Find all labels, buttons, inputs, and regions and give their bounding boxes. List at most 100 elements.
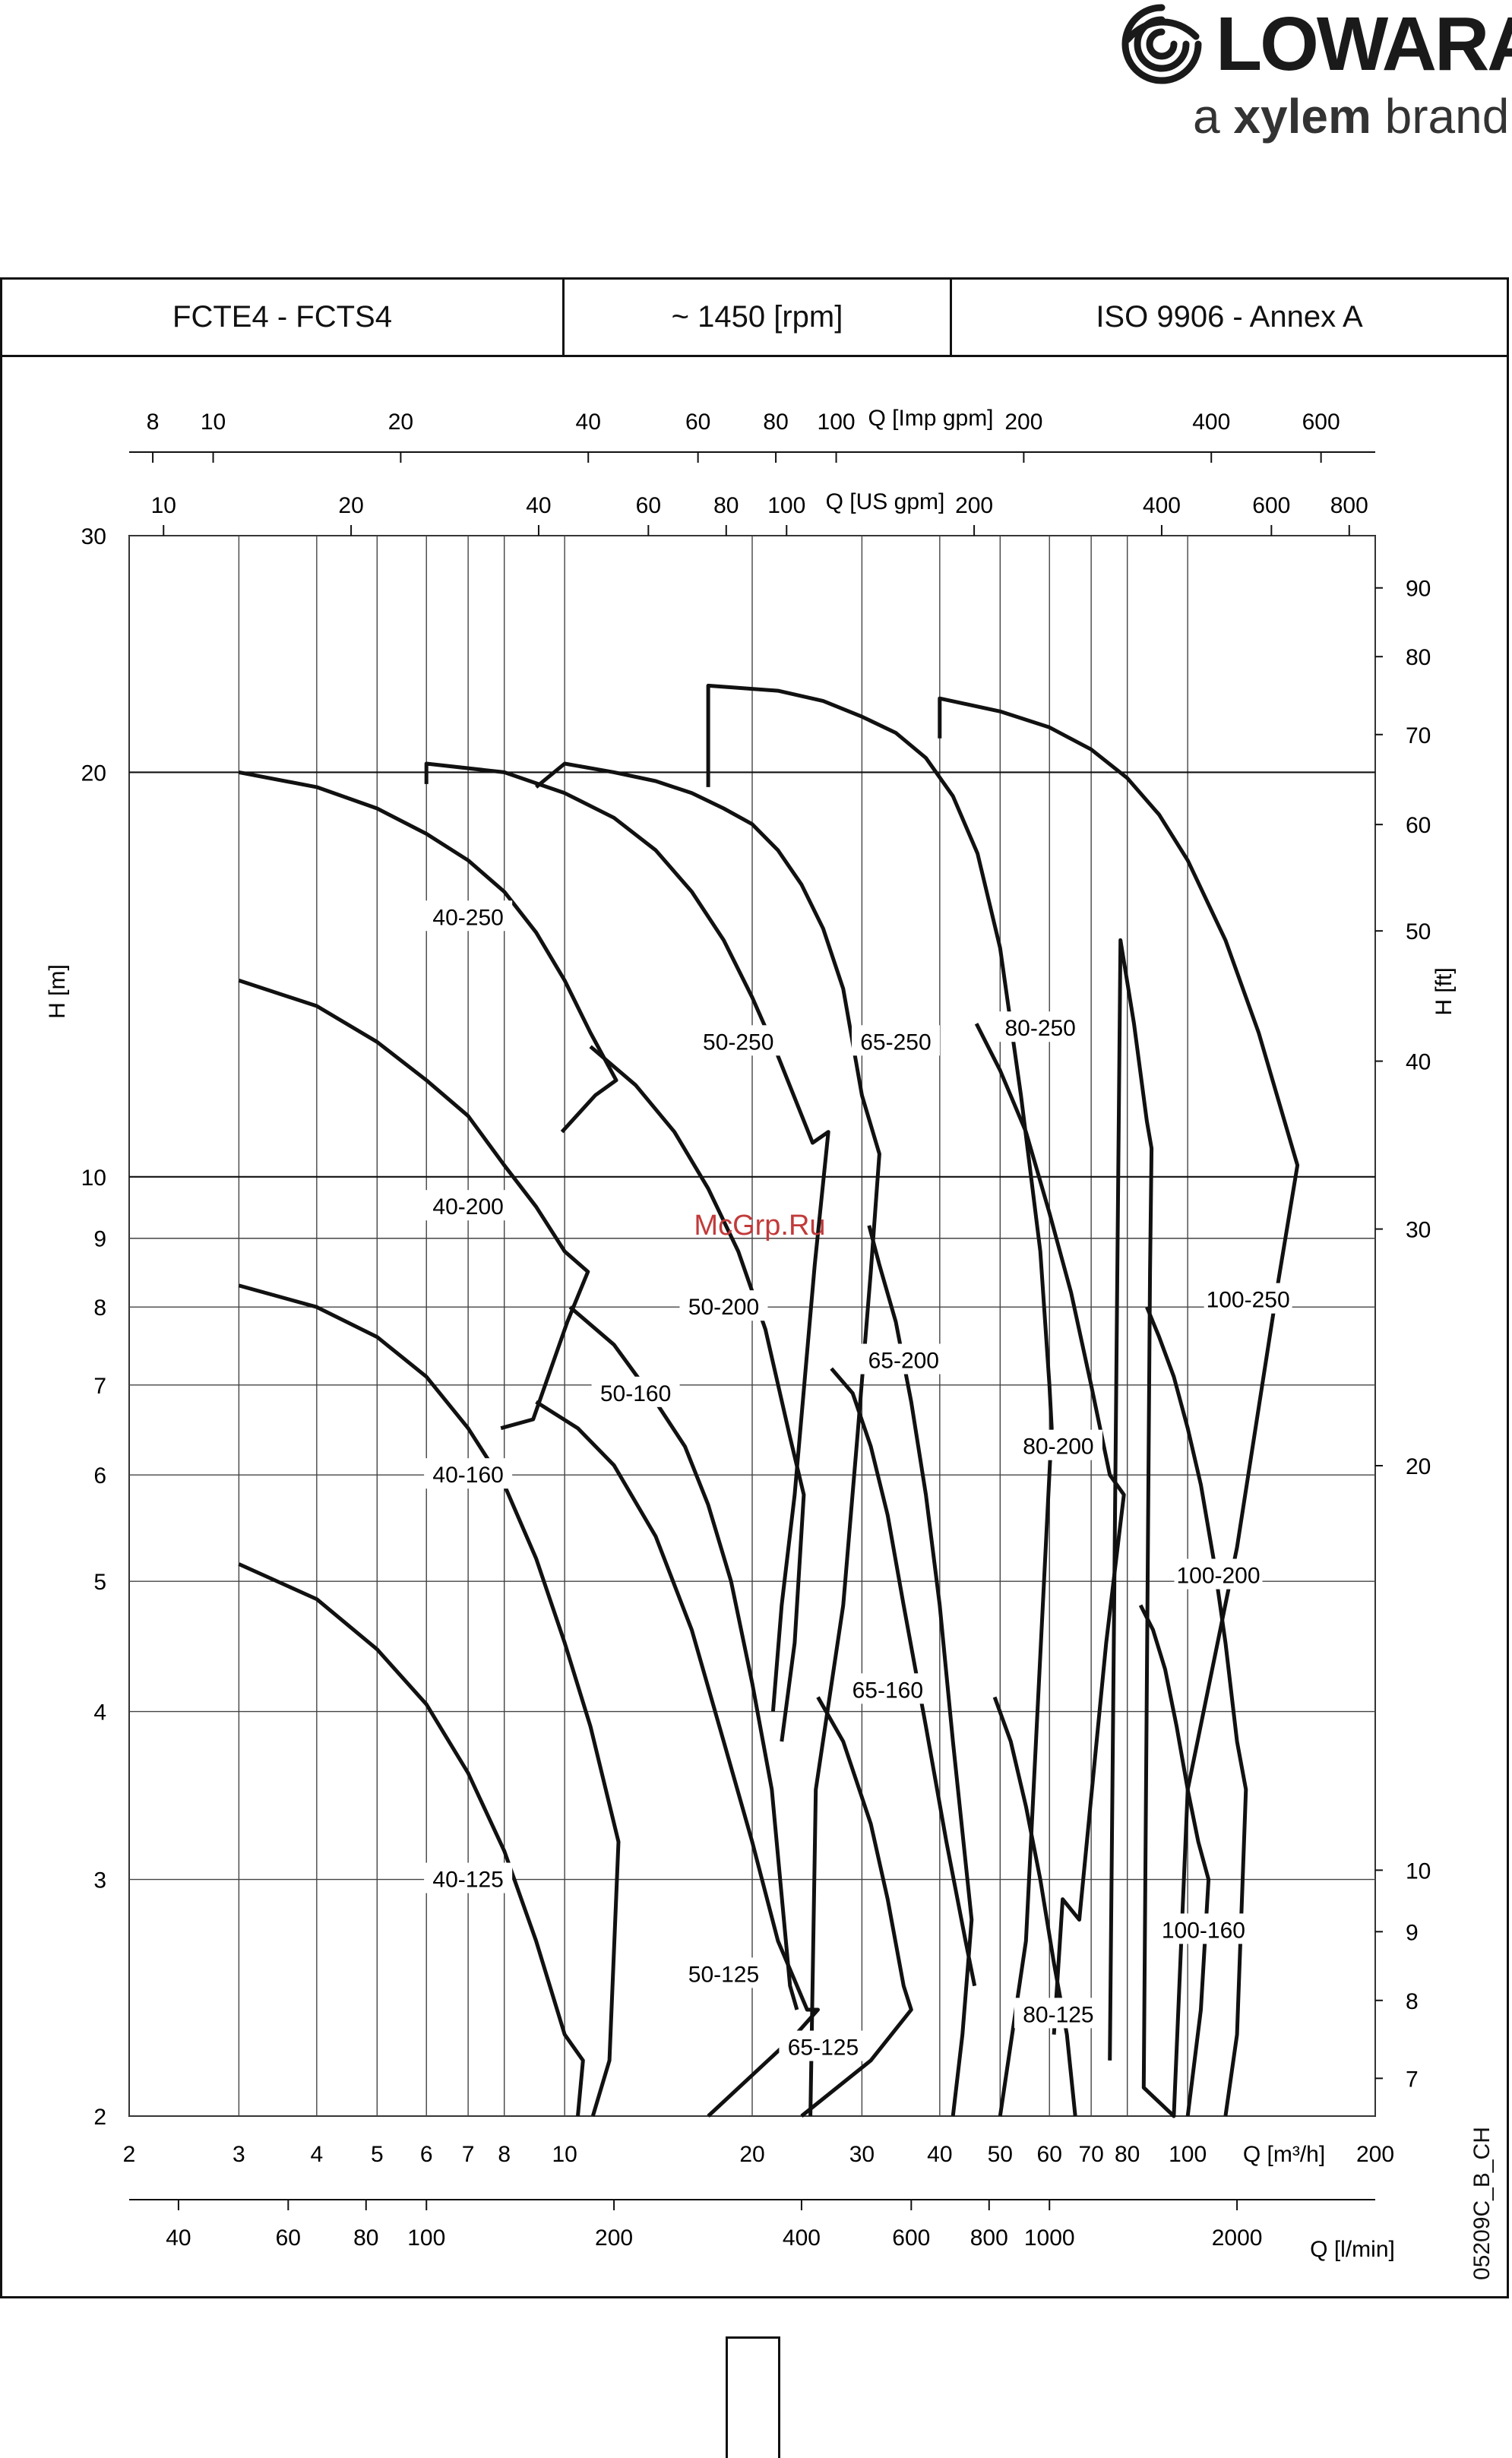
- pump-label-bg: [1159, 1913, 1248, 1944]
- ft-tick-label: 8: [1406, 1989, 1419, 2014]
- x-tick-label: 200: [1356, 2142, 1394, 2167]
- ft-tick-label: 9: [1406, 1920, 1419, 1945]
- pump-curve-65-160: [830, 1367, 977, 1987]
- pump-label-bg: [996, 1011, 1085, 1042]
- ft-tick-label: 50: [1406, 919, 1431, 944]
- lmin-tick-label: 40: [166, 2225, 191, 2251]
- ft-tick-label: 10: [1406, 1859, 1431, 1884]
- lmin-axis-title: Q [l/min]: [1310, 2237, 1395, 2262]
- x-tick-label: 30: [849, 2142, 875, 2167]
- pump-curve-40-125: [238, 1562, 585, 2117]
- y-tick-label: 3: [93, 1868, 106, 1893]
- x-tick-label: 100: [1169, 2142, 1207, 2167]
- y-tick-label: 6: [93, 1463, 106, 1488]
- header-standard: ISO 9906 - Annex A: [952, 280, 1507, 357]
- x-axis-title: Q [m³/h]: [1243, 2142, 1325, 2167]
- x-tick-label: 40: [927, 2142, 952, 2167]
- pump-curve-65-125: [800, 1696, 913, 2118]
- pump-curve-40-200: [238, 979, 590, 1431]
- y-tick-label: 8: [93, 1295, 106, 1321]
- ft-tick-label: 90: [1406, 577, 1431, 602]
- pump-label-40-125: 40-125: [432, 1868, 503, 1893]
- pump-label-50-200: 50-200: [688, 1295, 759, 1320]
- usgpm-tick-label: 800: [1330, 493, 1368, 518]
- usgpm-tick-label: 10: [151, 493, 176, 518]
- y-axis-title: H [m]: [45, 964, 70, 1019]
- pump-curve-100-200: [1145, 1306, 1248, 2117]
- lmin-tick-label: 80: [353, 2225, 378, 2251]
- pump-label-40-200: 40-200: [432, 1194, 503, 1220]
- pump-label-bg: [679, 1290, 768, 1321]
- pump-curve-80-250: [706, 683, 1054, 2117]
- usgpm-axis-title: Q [US gpm]: [826, 489, 945, 514]
- pump-label-bg: [424, 1458, 513, 1489]
- pump-label-bg: [1174, 1558, 1263, 1590]
- pump-label-bg: [694, 1025, 783, 1056]
- pump-label-bg: [779, 2030, 868, 2061]
- page-number-box: [726, 2336, 780, 2458]
- ft-tick-label: 7: [1406, 2067, 1419, 2092]
- ft-tick-label: 70: [1406, 723, 1431, 748]
- pump-label-80-125: 80-125: [1023, 2002, 1093, 2027]
- ft-tick-label: 30: [1406, 1218, 1431, 1243]
- impgpm-tick-label: 100: [818, 410, 856, 435]
- pump-label-bg: [1204, 1283, 1292, 1314]
- y-tick-label: 5: [93, 1570, 106, 1595]
- pump-curve-50-250: [424, 761, 830, 1712]
- lmin-tick-label: 100: [407, 2225, 445, 2251]
- lmin-tick-label: 800: [970, 2225, 1008, 2251]
- usgpm-tick-label: 600: [1252, 493, 1290, 518]
- pump-label-50-160: 50-160: [600, 1381, 671, 1406]
- brand-name: LOWARA: [1216, 2, 1512, 87]
- pump-curve-100-250: [938, 696, 1300, 2118]
- header-model: FCTE4 - FCTS4: [2, 280, 565, 357]
- impgpm-tick-label: 200: [1004, 410, 1042, 435]
- usgpm-tick-label: 20: [338, 493, 363, 518]
- impgpm-tick-label: 60: [685, 410, 710, 435]
- usgpm-tick-label: 100: [767, 493, 805, 518]
- x-tick-label: 70: [1078, 2142, 1103, 2167]
- pump-label-bg: [1014, 1998, 1102, 2029]
- pump-label-65-200: 65-200: [868, 1349, 939, 1374]
- usgpm-tick-label: 60: [636, 493, 661, 518]
- y-tick-label: 9: [93, 1227, 106, 1252]
- lmin-tick-label: 600: [892, 2225, 930, 2251]
- x-tick-label: 20: [739, 2142, 764, 2167]
- brand-tagline: a xylem brand: [1193, 89, 1510, 144]
- pump-curve-80-125: [992, 1696, 1077, 2117]
- pump-label-bg: [424, 900, 513, 932]
- pump-label-80-250: 80-250: [1004, 1016, 1075, 1041]
- pump-label-bg: [424, 1862, 513, 1893]
- pump-label-40-250: 40-250: [432, 905, 503, 930]
- impgpm-tick-label: 400: [1192, 410, 1230, 435]
- y-tick-label: 20: [81, 761, 106, 786]
- usgpm-tick-label: 40: [526, 493, 551, 518]
- usgpm-tick-label: 80: [713, 493, 739, 518]
- usgpm-tick-label: 400: [1143, 493, 1181, 518]
- ft-tick-label: 80: [1406, 645, 1431, 670]
- x-tick-label: 7: [462, 2142, 475, 2167]
- pump-label-bg: [679, 1957, 768, 1988]
- impgpm-tick-label: 40: [576, 410, 601, 435]
- pump-label-50-250: 50-250: [703, 1030, 773, 1055]
- pump-label-80-200: 80-200: [1023, 1435, 1093, 1460]
- pump-label-50-125: 50-125: [688, 1962, 759, 1987]
- pump-curve-40-250: [238, 770, 618, 1134]
- pump-label-bg: [843, 1673, 932, 1704]
- brand-logo: LOWARA a xylem brand: [1109, 0, 1512, 160]
- pump-curve-65-250: [535, 761, 881, 2117]
- impgpm-tick-label: 8: [147, 410, 160, 435]
- chart-sheet: FCTE4 - FCTS4 ~ 1450 [rpm] ISO 9906 - An…: [0, 277, 1509, 2298]
- y-tick-label: 30: [81, 524, 106, 549]
- impgpm-axis-title: Q [Imp gpm]: [868, 406, 993, 431]
- pump-label-100-250: 100-250: [1207, 1288, 1290, 1313]
- header-speed: ~ 1450 [rpm]: [565, 280, 952, 357]
- pump-label-65-160: 65-160: [852, 1678, 923, 1703]
- pump-label-40-160: 40-160: [432, 1463, 503, 1488]
- pump-label-bg: [591, 1376, 680, 1407]
- x-tick-label: 10: [552, 2142, 577, 2167]
- pump-curve-50-160: [568, 1305, 799, 2010]
- x-tick-label: 50: [988, 2142, 1013, 2167]
- y-tick-label: 2: [93, 2105, 106, 2130]
